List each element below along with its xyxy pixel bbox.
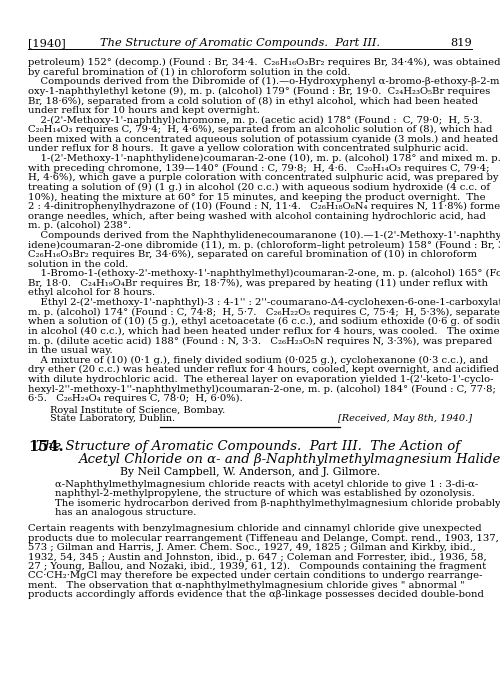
Text: oxy-1-naphthylethyl ketone (9), m. p. (alcohol) 179° (Found : Br, 19·0.  C₂₄H₂₃O: oxy-1-naphthylethyl ketone (9), m. p. (a…: [28, 87, 490, 96]
Text: H, 4·6%), which gave a purple coloration with concentrated sulphuric acid, was p: H, 4·6%), which gave a purple coloration…: [28, 173, 498, 183]
Text: products due to molecular rearrangement (Tiffeneau and Delange, Compt. rend., 19: products due to molecular rearrangement …: [28, 534, 499, 543]
Text: 27 ; Young, Ballou, and Nozaki, ibid., 1939, 61, 12).   Compounds containing the: 27 ; Young, Ballou, and Nozaki, ibid., 1…: [28, 562, 486, 571]
Text: Br, 18·0.   C₂₄H₁₉O₄Br requires Br, 18·7%), was prepared by heating (11) under r: Br, 18·0. C₂₄H₁₉O₄Br requires Br, 18·7%)…: [28, 279, 488, 288]
Text: hexyl-2''-methoxy-1''-naphthylmethyl)coumaran-2-one, m. p. (alcohol) 184° (Found: hexyl-2''-methoxy-1''-naphthylmethyl)cou…: [28, 384, 500, 394]
Text: 573 ; Gilman and Harris, J. Amer. Chem. Soc., 1927, 49, 1825 ; Gilman and Kirkby: 573 ; Gilman and Harris, J. Amer. Chem. …: [28, 543, 476, 552]
Text: in the usual way.: in the usual way.: [28, 346, 112, 355]
Text: 2-(2'-Methoxy-1'-naphthyl)chromone, m. p. (acetic acid) 178° (Found :  C, 79·0; : 2-(2'-Methoxy-1'-naphthyl)chromone, m. p…: [28, 115, 482, 125]
Text: 6·5.   C₂₆H₂₄O₄ requires C, 78·0;  H, 6·0%).: 6·5. C₂₆H₂₄O₄ requires C, 78·0; H, 6·0%)…: [28, 394, 243, 403]
Text: A mixture of (10) (0·1 g.), finely divided sodium (0·025 g.), cyclohexanone (0·3: A mixture of (10) (0·1 g.), finely divid…: [28, 356, 488, 365]
Text: The isomeric hydrocarbon derived from β-naphthylmethylmagnesium chloride probabl: The isomeric hydrocarbon derived from β-…: [55, 498, 500, 508]
Text: Ethyl 2-(2'-methoxy-1'-naphthyl)-3 : 4-1'' : 2''-coumarano-Δ4-cyclohexen-6-one-1: Ethyl 2-(2'-methoxy-1'-naphthyl)-3 : 4-1…: [28, 298, 500, 307]
Text: 819: 819: [450, 38, 472, 48]
Text: 154.: 154.: [28, 440, 64, 454]
Text: ment.   The observation that α-naphthylmethylmagnesium chloride gives " abnormal: ment. The observation that α-naphthylmet…: [28, 581, 464, 590]
Text: petroleum) 152° (decomp.) (Found : Br, 34·4.  C₂₆H₁₆O₃Br₂ requires Br, 34·4%), w: petroleum) 152° (decomp.) (Found : Br, 3…: [28, 58, 500, 67]
Text: with preceding chromone, 139—140° (Found : C, 79·8;  H, 4·6.   C₂₀H₁₄O₃ requires: with preceding chromone, 139—140° (Found…: [28, 164, 489, 172]
Text: treating a solution of (9) (1 g.) in alcohol (20 c.c.) with aqueous sodium hydro: treating a solution of (9) (1 g.) in alc…: [28, 183, 490, 192]
Text: 2 : 4-dinitrophenylhydrazone of (10) (Found : N, 11·4.   C₂₆H₁₈O₆N₄ requires N, : 2 : 4-dinitrophenylhydrazone of (10) (Fo…: [28, 202, 500, 211]
Text: [Received, May 8th, 1940.]: [Received, May 8th, 1940.]: [338, 414, 472, 423]
Text: C₂₆H₁₆O₃Br₂ requires Br, 34·6%), separated on careful bromination of (10) in chl: C₂₆H₁₆O₃Br₂ requires Br, 34·6%), separat…: [28, 250, 477, 259]
Text: naphthyl-2-methylpropylene, the structure of which was established by ozonolysis: naphthyl-2-methylpropylene, the structur…: [55, 489, 474, 498]
Text: has an analogous structure.: has an analogous structure.: [55, 508, 197, 517]
Text: idene)coumaran-2-one dibromide (11), m. p. (chloroform–light petroleum) 158° (Fo: idene)coumaran-2-one dibromide (11), m. …: [28, 240, 500, 249]
Text: [1940]: [1940]: [28, 38, 66, 48]
Text: products accordingly affords evidence that the αβ-linkage possesses decided doub: products accordingly affords evidence th…: [28, 590, 484, 599]
Text: when a solution of (10) (5 g.), ethyl acetoacetate (6 c.c.), and sodium ethoxide: when a solution of (10) (5 g.), ethyl ac…: [28, 317, 500, 327]
Text: in alcohol (40 c.c.), which had been heated under reflux for 4 hours, was cooled: in alcohol (40 c.c.), which had been hea…: [28, 327, 500, 336]
Text: m. p. (alcohol) 238°.: m. p. (alcohol) 238°.: [28, 221, 131, 230]
Text: ethyl alcohol for 8 hours.: ethyl alcohol for 8 hours.: [28, 289, 155, 297]
Text: 1932, 54, 345 ; Austin and Johnston, ibid., p. 647 ; Coleman and Forrester, ibid: 1932, 54, 345 ; Austin and Johnston, ibi…: [28, 553, 487, 562]
Text: orange needles, which, after being washed with alcohol containing hydrochloric a: orange needles, which, after being washe…: [28, 212, 486, 221]
Text: under reflux for 8 hours.  It gave a yellow coloration with concentrated sulphur: under reflux for 8 hours. It gave a yell…: [28, 145, 468, 153]
Text: under reflux for 10 hours and kept overnight.: under reflux for 10 hours and kept overn…: [28, 106, 260, 115]
Text: 1-(2'-Methoxy-1'-naphthylidene)coumaran-2-one (10), m. p. (alcohol) 178° and mix: 1-(2'-Methoxy-1'-naphthylidene)coumaran-…: [28, 154, 500, 163]
Text: 1-Bromo-1-(ethoxy-2'-methoxy-1'-naphthylmethyl)coumaran-2-one, m. p. (alcohol) 1: 1-Bromo-1-(ethoxy-2'-methoxy-1'-naphthyl…: [28, 269, 500, 278]
Text: m. p. (dilute acetic acid) 188° (Found : N, 3·3.   C₂₆H₂₃O₅N requires N, 3·3%), : m. p. (dilute acetic acid) 188° (Found :…: [28, 336, 492, 346]
Text: The Structure of Aromatic Compounds.  Part III.  The Action of: The Structure of Aromatic Compounds. Par…: [36, 440, 460, 453]
Text: Royal Institute of Science, Bombay.: Royal Institute of Science, Bombay.: [50, 405, 225, 415]
Text: ĊC·CH₂·MgCl may therefore be expected under certain conditions to undergo rearr: ĊC·CH₂·MgCl may therefore be expected u…: [28, 572, 482, 581]
Text: dry ether (20 c.c.) was heated under reflux for 4 hours, cooled, kept overnight,: dry ether (20 c.c.) was heated under ref…: [28, 365, 499, 374]
Text: The Structure of Aromatic Compounds.  Part III.: The Structure of Aromatic Compounds. Par…: [100, 38, 380, 48]
Text: 10%), heating the mixture at 60° for 15 minutes, and keeping the product overnig: 10%), heating the mixture at 60° for 15 …: [28, 192, 485, 202]
Text: been mixed with a concentrated aqueous solution of potassium cyanide (3 mols.) a: been mixed with a concentrated aqueous s…: [28, 135, 498, 144]
Text: Acetyl Chloride on α- and β-Naphthylmethylmagnesium Halides.: Acetyl Chloride on α- and β-Naphthylmeth…: [78, 453, 500, 466]
Text: C₂₀H₁₄O₃ requires C, 79·4;  H, 4·6%), separated from an alcoholic solution of (8: C₂₀H₁₄O₃ requires C, 79·4; H, 4·6%), sep…: [28, 125, 492, 134]
Text: Br, 18·6%), separated from a cold solution of (8) in ethyl alcohol, which had be: Br, 18·6%), separated from a cold soluti…: [28, 96, 478, 105]
Text: State Laboratory, Dublin.: State Laboratory, Dublin.: [50, 414, 175, 423]
Text: m. p. (alcohol) 174° (Found : C, 74·8;  H, 5·7.   C₂₆H₂₂O₅ requires C, 75·4;  H,: m. p. (alcohol) 174° (Found : C, 74·8; H…: [28, 308, 500, 316]
Text: By Neil Campbell, W. Anderson, and J. Gilmore.: By Neil Campbell, W. Anderson, and J. Gi…: [120, 466, 380, 477]
Text: solution in the cold.: solution in the cold.: [28, 259, 128, 269]
Text: Compounds derived from the Naphthylidenecoumaranone (10).—1-(2'-Methoxy-1'-napht: Compounds derived from the Naphthylidene…: [28, 231, 500, 240]
Text: by careful bromination of (1) in chloroform solution in the cold.: by careful bromination of (1) in chlorof…: [28, 68, 350, 77]
Text: Certain reagents with benzylmagnesium chloride and cinnamyl chloride give unexpe: Certain reagents with benzylmagnesium ch…: [28, 524, 481, 534]
Text: Compounds derived from the Dibromide of (1).—o-Hydroxyphenyl α-bromo-β-ethoxy-β-: Compounds derived from the Dibromide of …: [28, 77, 500, 86]
Text: α-Naphthylmethylmagnesium chloride reacts with acetyl chloride to give 1 : 3-di-: α-Naphthylmethylmagnesium chloride react…: [55, 480, 478, 489]
Text: with dilute hydrochloric acid.  The ethereal layer on evaporation yielded 1-(2'-: with dilute hydrochloric acid. The ether…: [28, 375, 493, 384]
